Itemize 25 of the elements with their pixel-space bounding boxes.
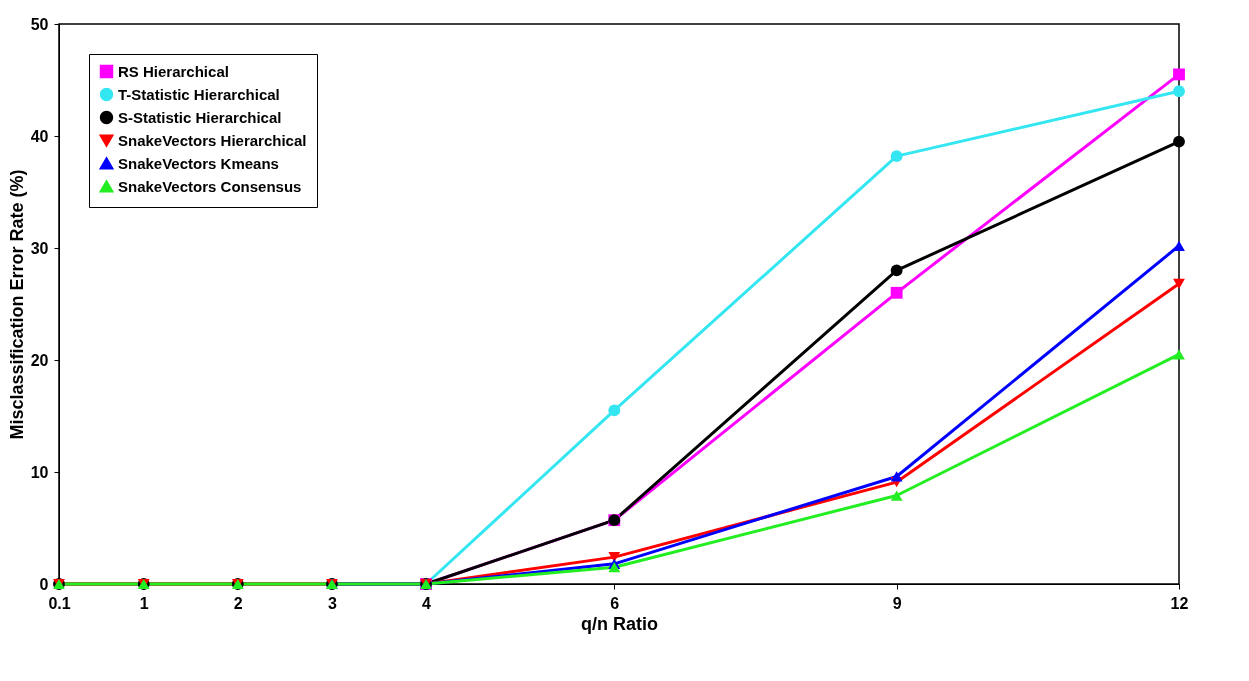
x-tick-label: 4 bbox=[422, 594, 432, 612]
y-tick-label: 10 bbox=[30, 463, 49, 481]
y-tick-label: 50 bbox=[30, 15, 49, 33]
legend-label: SnakeVectors Kmeans bbox=[118, 154, 279, 172]
x-axis-title: q/n Ratio bbox=[581, 613, 658, 634]
x-tick-label: 2 bbox=[233, 594, 243, 612]
x-tick-label: 3 bbox=[327, 594, 337, 612]
point bbox=[890, 286, 903, 299]
legend-label: SnakeVectors Consensus bbox=[118, 177, 302, 195]
x-tick-label: 12 bbox=[1170, 594, 1189, 612]
x-tick-label: 9 bbox=[892, 594, 902, 612]
legend-label: S-Statistic Hierarchical bbox=[118, 108, 282, 126]
y-tick-label: 40 bbox=[30, 127, 49, 145]
x-tick-label: 1 bbox=[139, 594, 149, 612]
y-tick-label: 20 bbox=[30, 351, 49, 369]
y-axis-title: Misclassification Error Rate (%) bbox=[6, 169, 27, 440]
x-tick-label: 6 bbox=[610, 594, 620, 612]
y-tick-label: 30 bbox=[30, 239, 49, 257]
legend-label: SnakeVectors Hierarchical bbox=[118, 131, 307, 149]
x-tick-label: 0.1 bbox=[48, 594, 71, 612]
point bbox=[890, 150, 903, 163]
legend-label: T-Statistic Hierarchical bbox=[118, 85, 280, 103]
point bbox=[1173, 85, 1185, 98]
y-tick-label: 0 bbox=[39, 575, 49, 593]
legend-label: RS Hierarchical bbox=[118, 62, 229, 80]
